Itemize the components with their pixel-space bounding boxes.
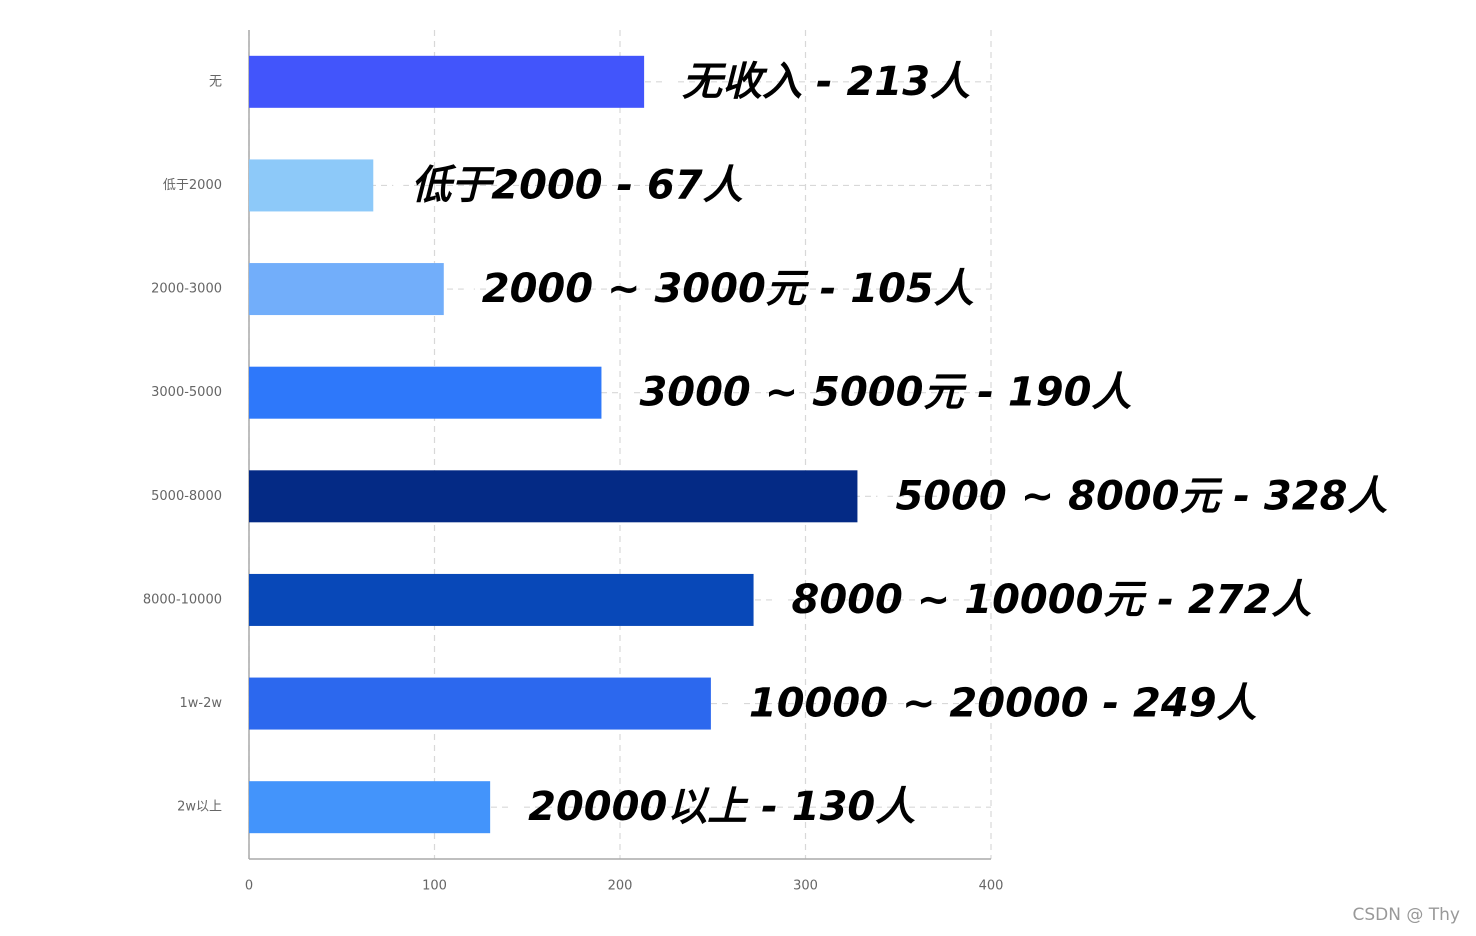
y-tick-label: 低于2000 [163,178,222,193]
x-tick-label: 100 [422,879,447,894]
value-label: 20000以上 - 130人 [528,784,915,830]
label-bg [463,265,474,314]
y-tick-label: 1w-2w [180,696,223,711]
y-tick-label: 2w以上 [177,800,222,815]
label-bg [877,472,888,521]
x-tick-label: 200 [608,879,633,894]
y-tick-label: 8000-10000 [143,592,222,607]
label-bg [393,161,404,210]
value-label: 无收入 - 213人 [682,59,970,105]
x-tick-label: 400 [979,879,1004,894]
y-tick-label: 2000-3000 [151,282,222,297]
bar [249,470,858,523]
bar [249,263,444,316]
label-bg [621,368,632,417]
watermark: CSDN @ Thy [1353,905,1461,925]
value-label: 3000 ~ 5000元 - 190人 [639,370,1131,416]
bar [249,677,711,730]
label-bg [664,57,675,106]
value-label: 10000 ~ 20000 - 249人 [749,681,1257,727]
value-label: 低于2000 - 67人 [411,162,742,208]
x-tick-label: 300 [793,879,818,894]
x-tick-label: 0 [245,879,253,894]
value-label: 5000 ~ 8000元 - 328人 [895,473,1387,519]
bar [249,781,491,834]
y-tick-label: 3000-5000 [151,385,222,400]
bar [249,159,374,212]
value-label: 2000 ~ 3000元 - 105人 [482,266,974,312]
label-bg [730,679,741,728]
label-bg [510,783,521,832]
label-bg [773,575,784,624]
bar [249,366,602,419]
bar [249,573,754,626]
bar [249,55,645,108]
y-tick-label: 无 [209,74,222,89]
value-label: 8000 ~ 10000元 - 272人 [792,577,1312,623]
y-tick-label: 5000-8000 [151,489,222,504]
